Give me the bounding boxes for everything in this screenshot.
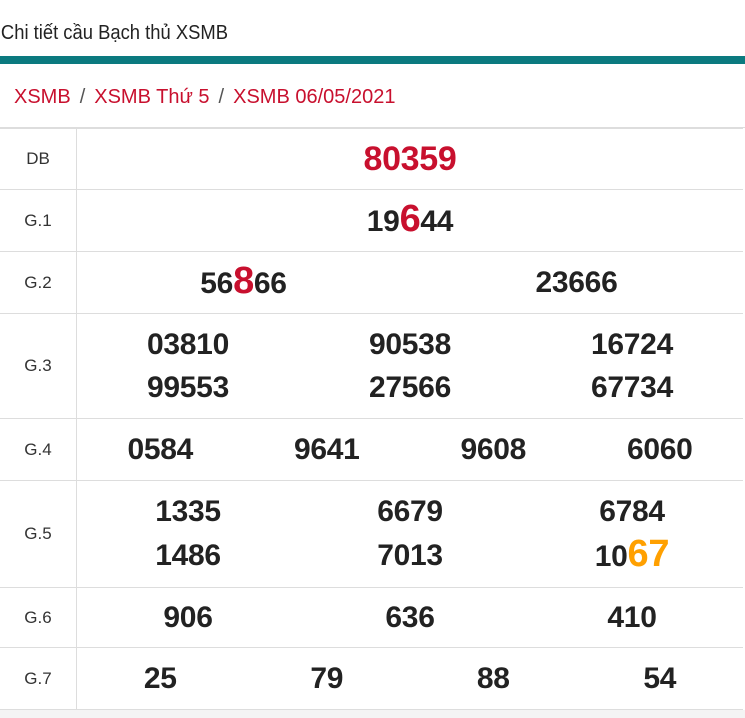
prize-number: 80359 xyxy=(363,138,456,181)
digits: 99553 xyxy=(147,371,229,404)
result-row: G.4 0584 9641 9608 6060 xyxy=(0,418,743,481)
prize-number: 25 xyxy=(144,657,177,700)
result-row: DB 80359 xyxy=(0,128,743,190)
digits: 6784 xyxy=(599,495,665,528)
breadcrumb-xsmb[interactable]: XSMB xyxy=(14,86,71,108)
prize-number: 1335 xyxy=(155,490,221,533)
digits: 23666 xyxy=(535,266,618,299)
prize-numbers: 0584 9641 9608 6060 xyxy=(76,418,743,481)
prize-numbers: 19644 xyxy=(76,189,743,252)
highlighted-digits: 67 xyxy=(627,533,670,575)
prize-label: G.7 xyxy=(0,647,77,710)
breadcrumb-separator: / xyxy=(79,86,86,108)
prize-numbers: 25 79 88 54 xyxy=(76,647,743,710)
breadcrumb: XSMB / XSMB Thứ 5 / XSMB 06/05/2021 xyxy=(0,64,745,128)
digits: 6060 xyxy=(626,433,693,466)
prize-numbers: 80359 xyxy=(76,128,743,190)
prize-number: 6060 xyxy=(627,428,693,471)
digits: 1486 xyxy=(155,539,221,572)
digits: 90538 xyxy=(369,328,451,361)
prize-number: 6679 xyxy=(377,490,443,533)
prize-numbers: 03810 90538 16724 99553 27566 67734 xyxy=(76,313,743,419)
result-row: G.7 25 79 88 54 xyxy=(0,647,743,710)
digits: 44 xyxy=(420,205,454,238)
result-row: G.2 56866 23666 xyxy=(0,251,743,314)
prize-label: G.4 xyxy=(0,418,77,481)
result-row: G.5 1335 6679 6784 1486 7013 1067 xyxy=(0,480,743,588)
result-row: G.1 19644 xyxy=(0,189,743,252)
prize-number: 636 xyxy=(385,596,434,639)
digits: 636 xyxy=(385,601,435,634)
digits: 410 xyxy=(607,601,657,634)
digits: 6679 xyxy=(377,495,443,528)
highlighted-digits: 8 xyxy=(233,260,254,302)
digits: 66 xyxy=(253,267,287,300)
results-table: DB 80359 G.1 19644 G.2 56866 23666 G.3 03810 9053… xyxy=(0,128,743,710)
digits: 16724 xyxy=(591,328,673,361)
digits: 10 xyxy=(594,540,628,573)
digits: 79 xyxy=(310,662,344,695)
breadcrumb-separator: / xyxy=(218,86,225,108)
breadcrumb-xsmb-date[interactable]: XSMB 06/05/2021 xyxy=(233,86,396,108)
digits: 1335 xyxy=(155,495,221,528)
prize-number: 67734 xyxy=(591,366,673,409)
digits: 67734 xyxy=(591,371,673,404)
breadcrumb-xsmb-thu-5[interactable]: XSMB Thứ 5 xyxy=(94,86,210,108)
prize-number: 54 xyxy=(643,657,676,700)
footer-strip xyxy=(0,710,745,718)
prize-number: 23666 xyxy=(536,261,618,304)
prize-number: 19644 xyxy=(366,198,454,243)
digits: 54 xyxy=(643,662,677,695)
page-title: Chi tiết cầu Bạch thủ XSMB xyxy=(0,22,228,44)
prize-number: 90538 xyxy=(369,323,451,366)
prize-number: 16724 xyxy=(591,323,673,366)
prize-numbers: 906 636 410 xyxy=(76,587,743,648)
prize-number: 56866 xyxy=(200,260,287,305)
digits: 9608 xyxy=(460,433,527,466)
prize-number: 1067 xyxy=(594,533,670,578)
digits: 56 xyxy=(200,267,234,300)
accent-bar xyxy=(0,56,745,64)
result-row: G.3 03810 90538 16724 99553 27566 67734 xyxy=(0,313,743,419)
prize-numbers: 1335 6679 6784 1486 7013 1067 xyxy=(76,480,743,588)
prize-label: G.6 xyxy=(0,587,77,648)
digits: 80359 xyxy=(363,139,457,178)
digits: 25 xyxy=(143,662,177,695)
result-row: G.6 906 636 410 xyxy=(0,587,743,648)
prize-number: 7013 xyxy=(377,534,443,577)
prize-label: DB xyxy=(0,128,77,190)
prize-number: 03810 xyxy=(147,323,229,366)
digits: 88 xyxy=(476,662,510,695)
prize-number: 6784 xyxy=(599,490,665,533)
prize-numbers: 56866 23666 xyxy=(76,251,743,314)
prize-number: 27566 xyxy=(369,366,451,409)
prize-label: G.1 xyxy=(0,189,77,252)
digits: 03810 xyxy=(147,328,229,361)
digits: 19 xyxy=(366,205,400,238)
prize-number: 9641 xyxy=(294,428,360,471)
highlighted-digits: 6 xyxy=(399,198,421,240)
prize-number: 88 xyxy=(477,657,510,700)
prize-label: G.3 xyxy=(0,313,77,419)
prize-number: 0584 xyxy=(127,428,193,471)
prize-number: 79 xyxy=(310,657,343,700)
digits: 0584 xyxy=(127,433,194,466)
digits: 9641 xyxy=(293,433,360,466)
digits: 27566 xyxy=(369,371,451,404)
prize-number: 906 xyxy=(163,596,212,639)
prize-number: 1486 xyxy=(155,534,221,577)
prize-label: G.5 xyxy=(0,480,77,588)
digits: 7013 xyxy=(377,539,443,572)
digits: 906 xyxy=(163,601,213,634)
prize-label: G.2 xyxy=(0,251,77,314)
prize-number: 9608 xyxy=(460,428,526,471)
prize-number: 99553 xyxy=(147,366,229,409)
prize-number: 410 xyxy=(607,596,656,639)
